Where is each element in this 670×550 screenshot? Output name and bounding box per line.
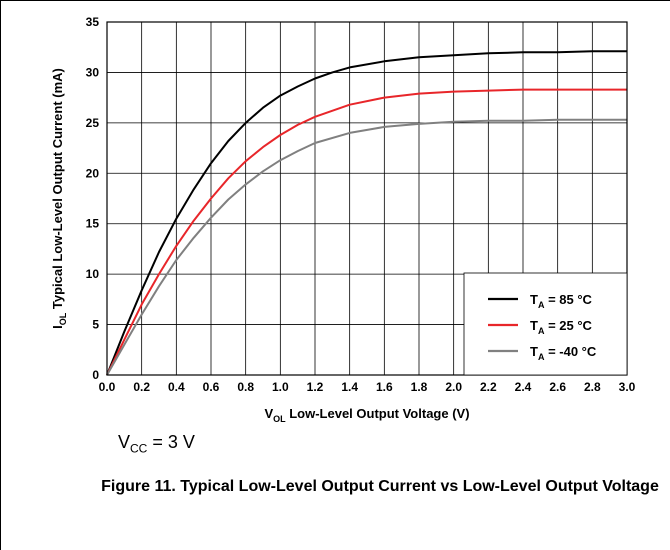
x-tick-label: 2.8 [584,380,601,394]
y-tick-label: 35 [86,15,100,29]
legend-label-sub: A [538,326,545,336]
series-line-0 [106,50,627,376]
x-axis-label-main: V [264,406,273,421]
y-tick-label: 30 [86,65,100,79]
series-line-1 [106,88,627,376]
legend-label-t: T [530,318,538,333]
y-axis-label-rest: Typical Low-Level Output Current (mA) [50,68,65,313]
y-tick-label: 5 [92,318,99,332]
vcc-main: V [118,432,131,452]
x-tick-label: 2.6 [549,380,566,394]
legend-label-t: T [530,292,538,307]
y-tick-labels: 0 5 10 15 20 25 30 35 [86,15,100,382]
series-lines [106,50,627,376]
x-tick-label: 2.2 [480,380,497,394]
plot-border [106,21,628,376]
x-tick-label: 1.8 [411,380,428,394]
series-line-2 [106,118,627,376]
y-axis-label-sub: OL [58,312,68,325]
x-tick-label: 0.4 [168,380,185,394]
legend-label: TA = 25 °C [530,318,593,336]
x-axis-label: VOL Low-Level Output Voltage (V) [264,406,469,424]
legend-label: TA = 85 °C [530,292,593,310]
vcc-rest: = 3 V [147,432,195,452]
legend-label-t: T [530,344,538,359]
x-tick-labels: 0.0 0.2 0.4 0.6 0.8 1.0 1.2 1.4 1.6 1.8 2.0 2.2 2.4 2… [99,380,636,394]
legend: TA = 85 °CTA = 25 °CTA = -40 °C [463,272,628,376]
x-tick-label: 3.0 [619,380,636,394]
legend-label-rest: = 25 °C [544,318,592,333]
x-tick-label: 1.2 [307,380,324,394]
x-tick-label: 0.8 [237,380,254,394]
x-tick-label: 2.0 [445,380,462,394]
y-axis-label: IOL Typical Low-Level Output Current (mA… [50,68,68,329]
y-tick-label: 10 [86,267,100,281]
x-tick-label: 2.4 [515,380,532,394]
legend-label-sub: A [538,300,545,310]
figure-caption: Figure 11. Typical Low-Level Output Curr… [101,478,659,495]
x-tick-label: 1.0 [272,380,289,394]
legend-label: TA = -40 °C [530,344,597,362]
y-axis-label-main: I [50,325,65,329]
legend-label-rest: = 85 °C [544,292,592,307]
x-tick-label: 0.2 [133,380,150,394]
y-tick-label: 20 [86,166,100,180]
x-axis-label-rest: Low-Level Output Voltage (V) [286,406,470,421]
vcc-sub: CC [130,441,148,456]
x-axis-label-sub: OL [273,414,286,424]
x-tick-label: 1.6 [376,380,393,394]
x-tick-label: 0.6 [203,380,220,394]
vcc-note: VCC = 3 V [118,432,195,456]
y-tick-label: 25 [86,116,100,130]
legend-label-rest: = -40 °C [544,344,596,359]
x-tick-label: 0.0 [99,380,116,394]
y-tick-label: 15 [86,217,100,231]
legend-label-sub: A [538,352,545,362]
y-tick-label: 0 [92,368,99,382]
x-tick-label: 1.4 [341,380,358,394]
